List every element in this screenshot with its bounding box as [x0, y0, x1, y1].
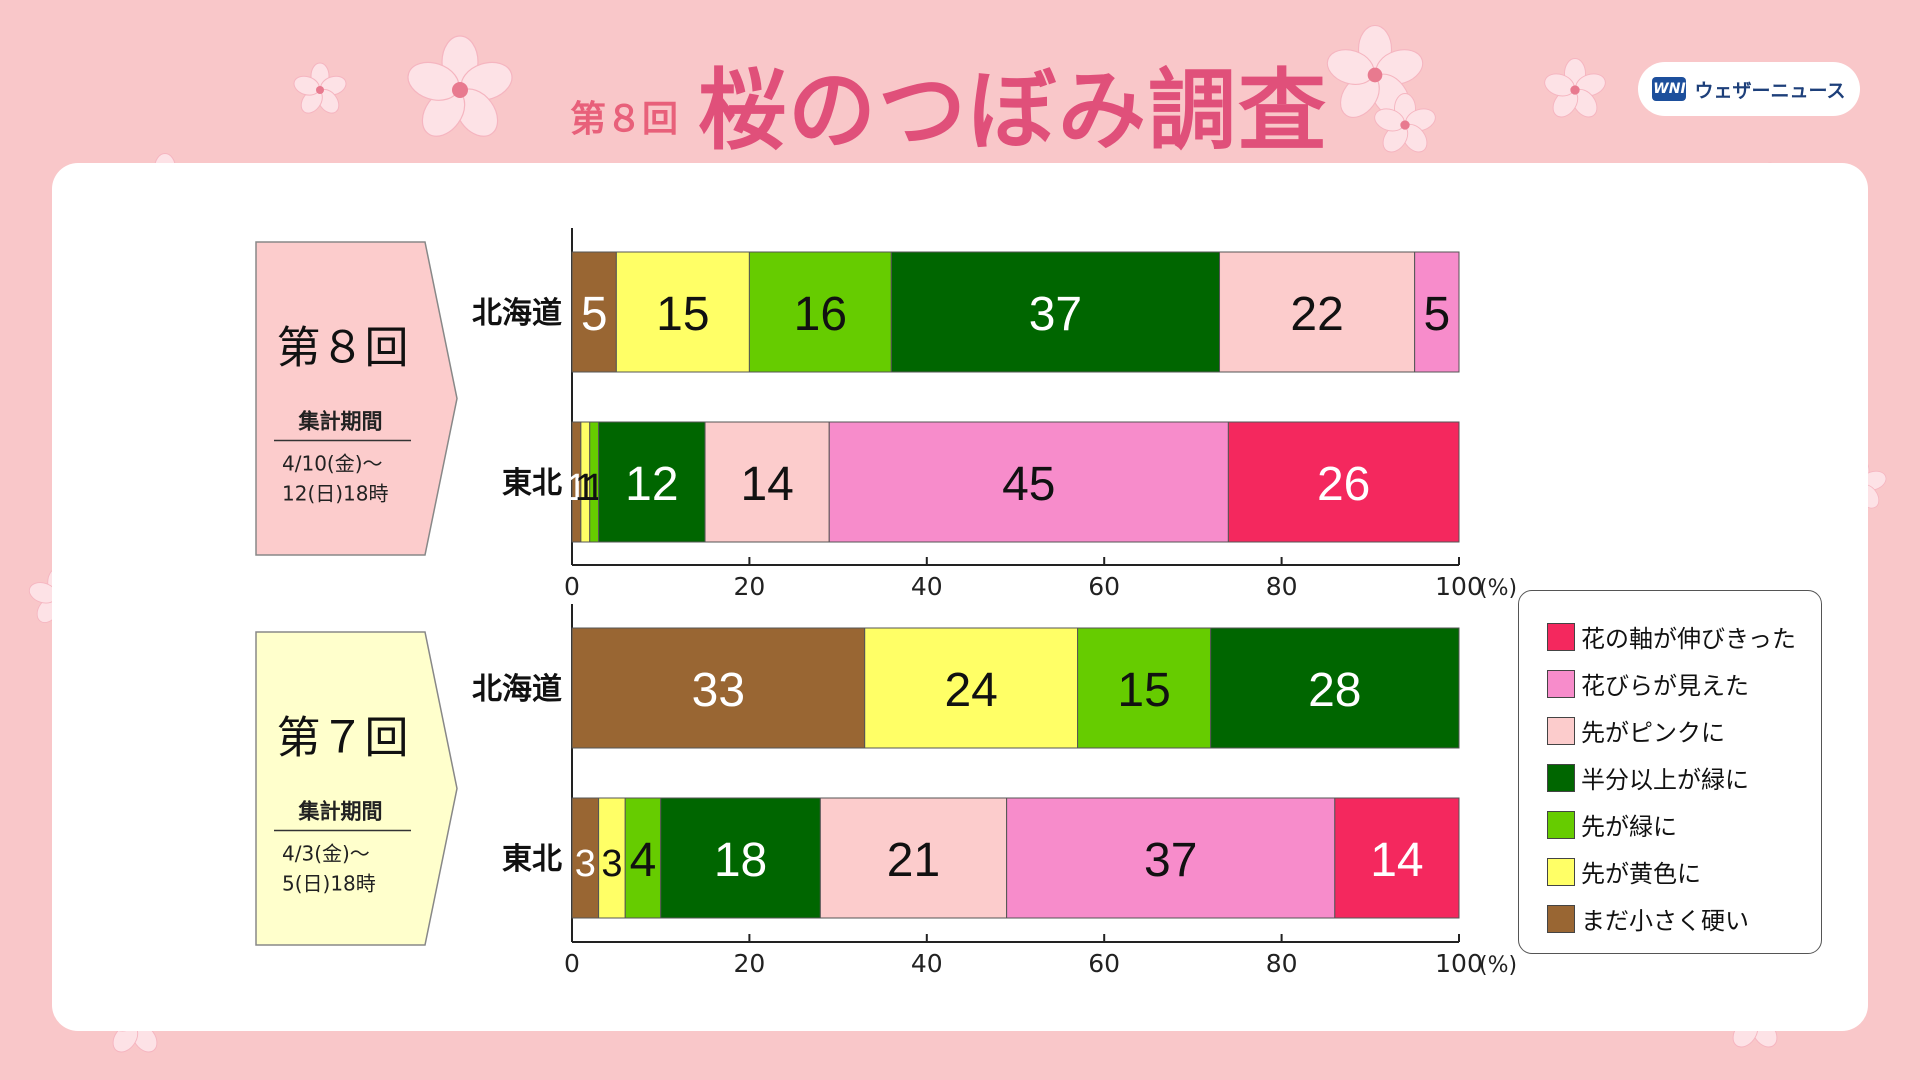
period-label: 集計期間 [298, 410, 383, 434]
period-start: 4/10(金)～ [282, 452, 383, 476]
data-label: 5 [581, 288, 608, 341]
legend-label: 半分以上が緑に [1581, 766, 1749, 794]
data-label: 3 [575, 843, 596, 885]
bar-segment [571, 797, 600, 919]
data-label: 16 [794, 288, 847, 341]
legend-label: 先が黄色に [1581, 860, 1701, 888]
bar-segment [660, 797, 821, 919]
legend-label: 先が緑に [1581, 813, 1677, 841]
bar-segment [1334, 797, 1460, 919]
round-label: 第８回 [277, 323, 409, 374]
data-label: 33 [692, 664, 745, 717]
legend-item: 先が黄色に [1547, 848, 1821, 895]
x-tick-label: 20 [733, 572, 765, 601]
legend-swatch [1547, 622, 1575, 651]
period-start: 4/3(金)～ [282, 842, 370, 866]
data-label: 5 [1423, 288, 1450, 341]
x-tick-label: 40 [911, 572, 943, 601]
x-tick-label: 40 [911, 949, 943, 978]
bar-segment [1227, 421, 1460, 543]
category-label: 北海道 [472, 296, 562, 331]
bar-segment [864, 627, 1079, 749]
data-label: 4 [630, 834, 657, 887]
x-unit-label: (%) [1479, 953, 1517, 978]
category-label: 東北 [502, 842, 562, 877]
bar-segment [615, 251, 750, 373]
chart-legend: 花の軸が伸びきった 花びらが見えた 先がピンクに 半分以上が緑に 先が緑に 先が… [1518, 590, 1822, 954]
period-end: 12(日)18時 [282, 482, 389, 506]
x-tick-label: 20 [733, 949, 765, 978]
round-panel [255, 241, 458, 556]
bar-segment [598, 421, 706, 543]
bar-segment [1210, 627, 1460, 749]
bar-segment [819, 797, 1008, 919]
legend-label: 花の軸が伸びきった [1581, 625, 1797, 653]
legend-swatch [1547, 763, 1575, 792]
legend-label: 先がピンクに [1581, 719, 1725, 747]
bar-segment [828, 421, 1229, 543]
logo-text: ウェザーニュース [1694, 79, 1846, 102]
data-label: 15 [656, 288, 709, 341]
legend-item: 花の軸が伸びきった [1547, 613, 1821, 660]
data-label: 45 [1002, 458, 1055, 511]
data-label: 14 [740, 458, 793, 511]
round-panel [255, 631, 458, 946]
x-tick-label: 100 [1435, 949, 1483, 978]
category-label: 東北 [502, 466, 562, 501]
legend-item: 半分以上が緑に [1547, 754, 1821, 801]
legend-swatch [1547, 857, 1575, 886]
legend-swatch [1547, 810, 1575, 839]
data-label: 22 [1290, 288, 1343, 341]
data-label: 12 [625, 458, 678, 511]
data-label: 21 [887, 834, 940, 887]
weathernews-logo: WNI ウェザーニュース [1638, 62, 1860, 116]
page-title: 桜のつぼみ調査 [698, 59, 1329, 162]
legend-item: まだ小さく硬い [1547, 895, 1821, 942]
bar-segment [571, 251, 617, 373]
x-tick-label: 100 [1435, 572, 1483, 601]
legend-swatch [1547, 669, 1575, 698]
x-tick-label: 80 [1266, 572, 1298, 601]
data-label: 37 [1144, 834, 1197, 887]
x-unit-label: (%) [1479, 576, 1517, 601]
bar-segment [704, 421, 830, 543]
data-label: 15 [1117, 664, 1170, 717]
period-end: 5(日)18時 [282, 872, 376, 896]
header-title: 第８回 桜のつぼみ調査 [570, 40, 1328, 162]
bar-segment [890, 251, 1221, 373]
legend-swatch [1547, 904, 1575, 933]
legend-label: まだ小さく硬い [1581, 907, 1749, 935]
data-label: 26 [1317, 458, 1370, 511]
data-label: 3 [601, 843, 622, 885]
legend-item: 先がピンクに [1547, 707, 1821, 754]
legend-item: 花びらが見えた [1547, 660, 1821, 707]
data-label: 24 [944, 664, 997, 717]
logo-mark: WNI [1652, 77, 1687, 101]
legend-label: 花びらが見えた [1581, 672, 1749, 700]
x-tick-label: 80 [1266, 949, 1298, 978]
bar-segment [624, 797, 662, 919]
data-label: 28 [1308, 664, 1361, 717]
legend-item: 先が緑に [1547, 801, 1821, 848]
period-label: 集計期間 [298, 800, 383, 824]
x-tick-label: 0 [564, 572, 580, 601]
x-tick-label: 60 [1088, 572, 1120, 601]
data-label: 37 [1029, 288, 1082, 341]
data-label: 18 [714, 834, 767, 887]
bar-segment [748, 251, 892, 373]
x-tick-label: 60 [1088, 949, 1120, 978]
legend-swatch [1547, 716, 1575, 745]
header-round-label: 第８回 [570, 99, 679, 140]
data-label: 14 [1370, 834, 1423, 887]
category-label: 北海道 [472, 672, 562, 707]
bar-segment [1006, 797, 1336, 919]
x-tick-label: 0 [564, 949, 580, 978]
round-label: 第７回 [277, 713, 409, 764]
bar-segment [1414, 251, 1460, 373]
bar-segment [571, 627, 866, 749]
